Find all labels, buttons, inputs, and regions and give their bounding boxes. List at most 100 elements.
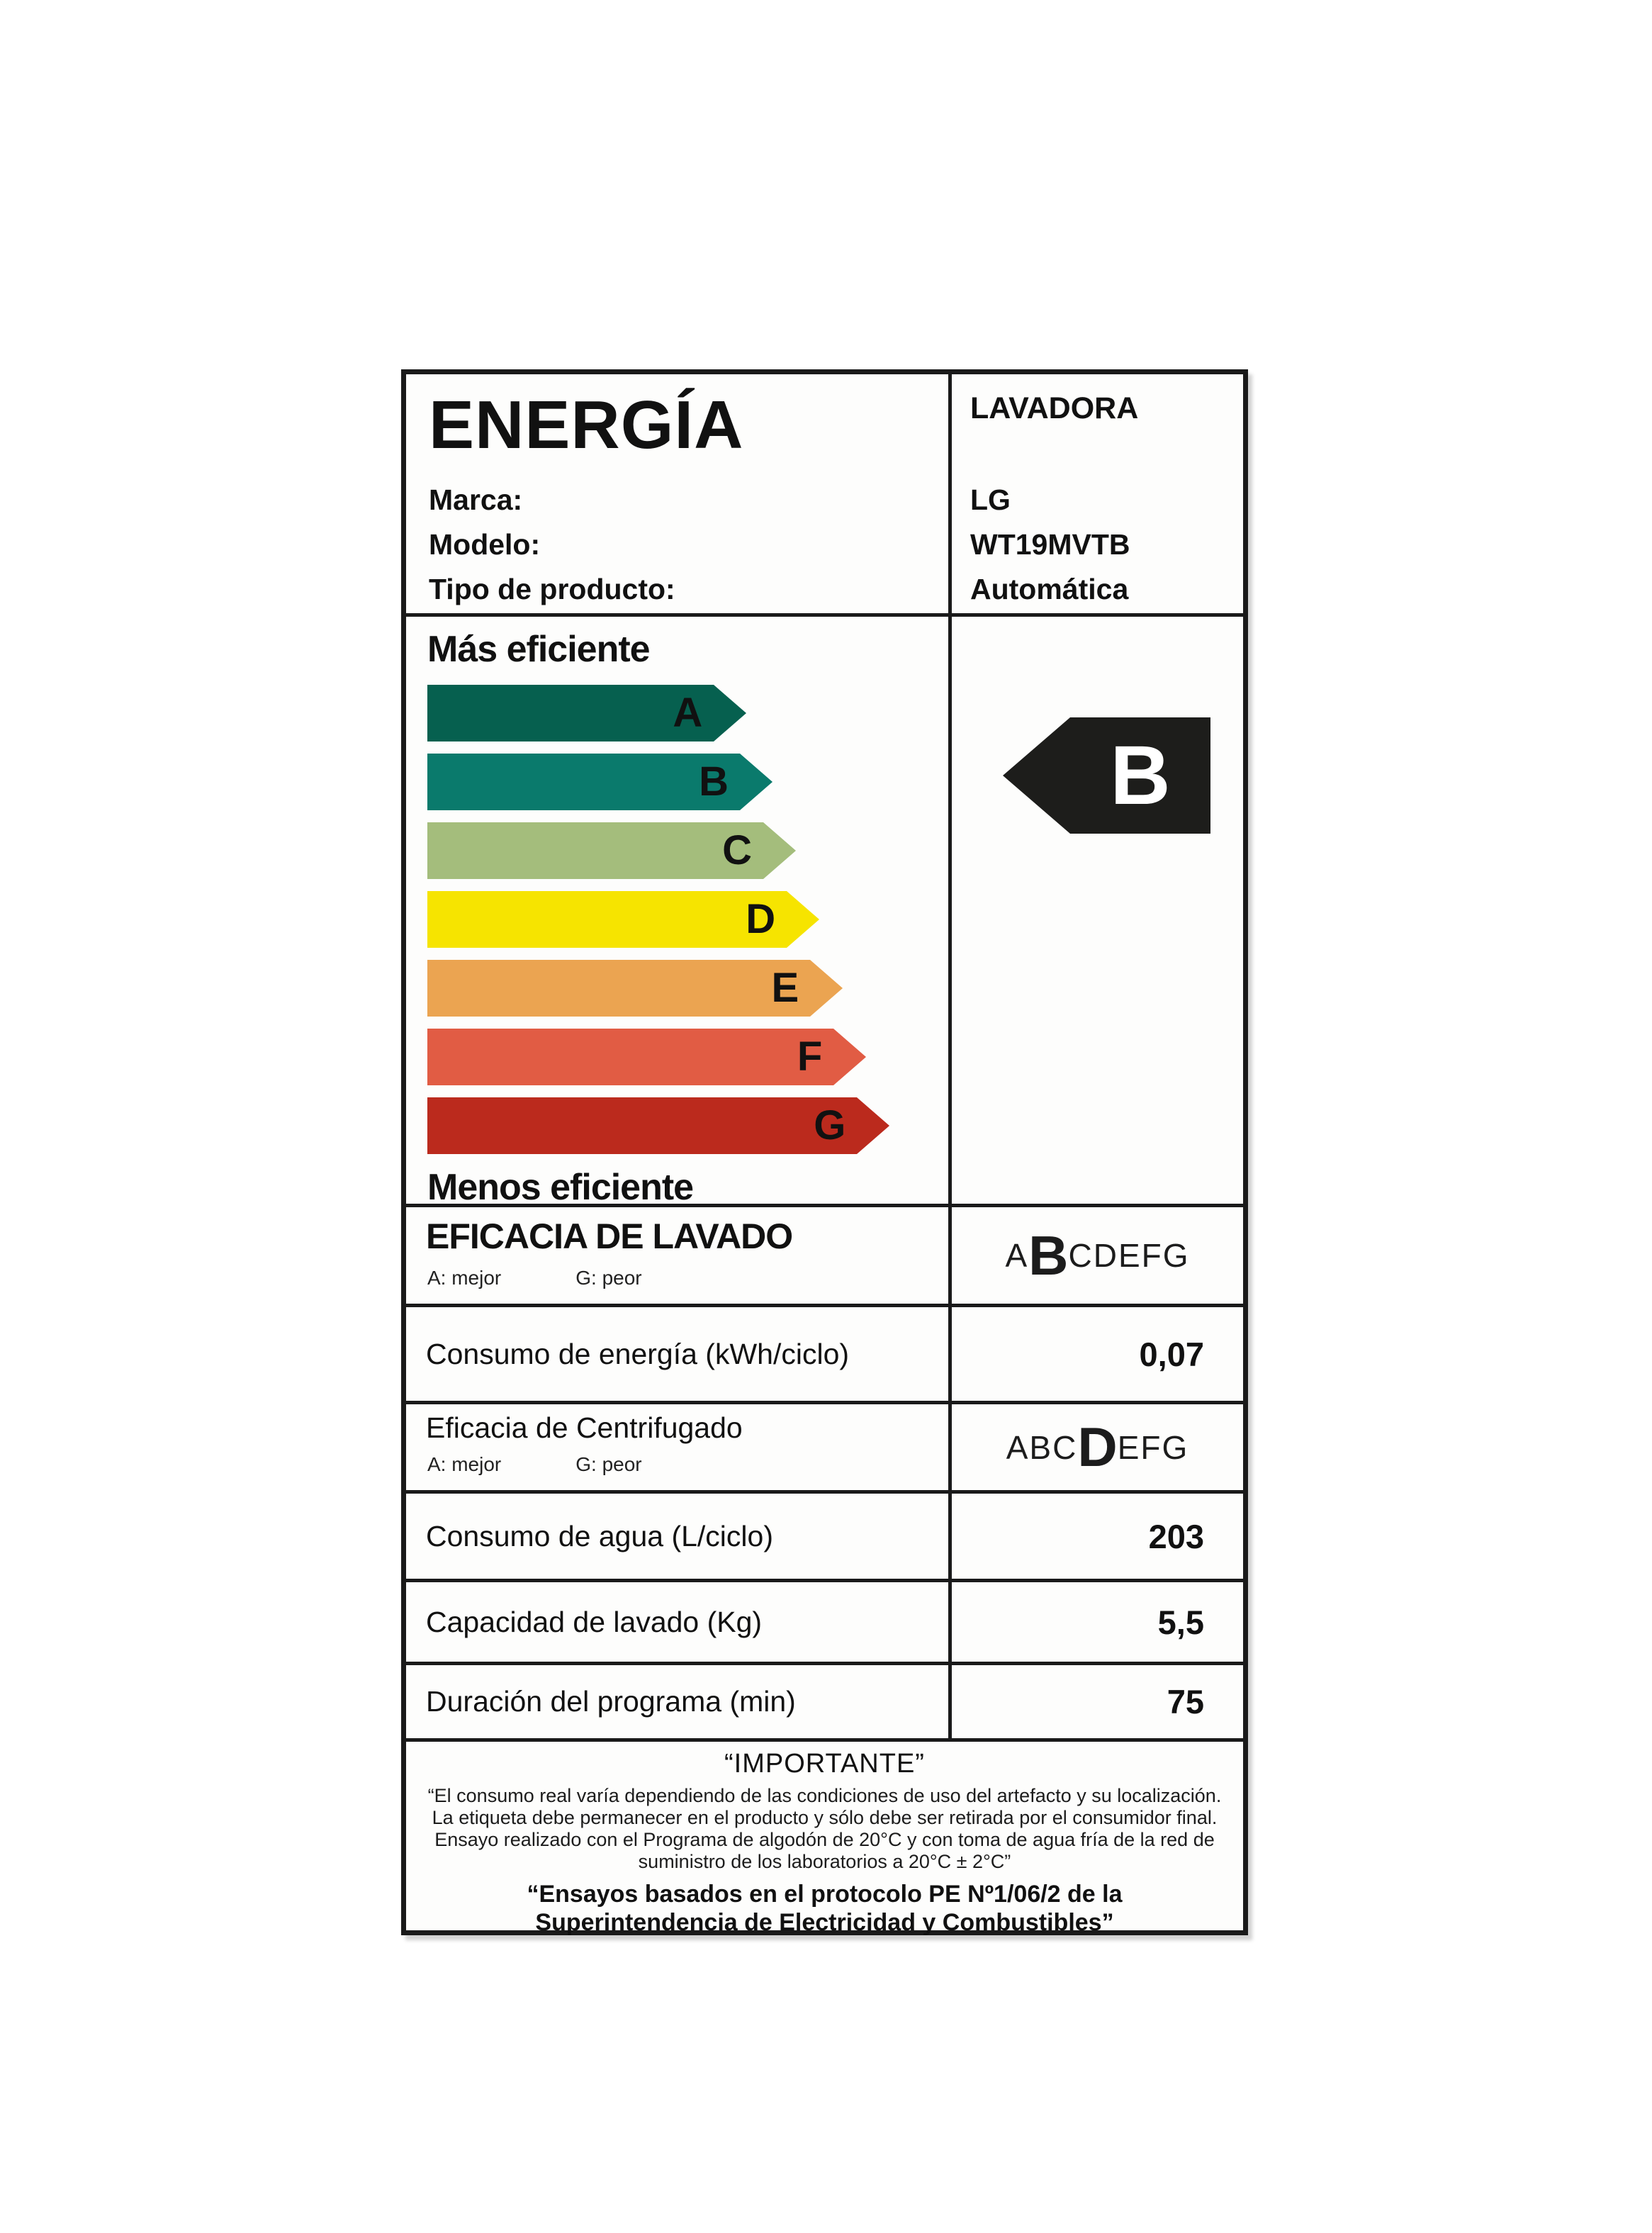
notice-line: La etiqueta debe permanecer en el produc… (432, 1807, 1218, 1828)
notice-line: Ensayo realizado con el Programa de algo… (434, 1829, 1215, 1850)
rating-arrow-box: B (1070, 717, 1210, 834)
header-right-column: LAVADORA LG WT19MVTB Automática (952, 374, 1243, 613)
arrow-body: A (427, 685, 714, 741)
scale-letter-c: C (1068, 1237, 1094, 1274)
arrow-body: E (427, 960, 811, 1017)
row-washing-efficiency-label: EFICACIA DE LAVADO A: mejor G: peor (406, 1207, 952, 1304)
header-field-values: LG WT19MVTB Automática (970, 478, 1243, 612)
arrow-body: D (427, 891, 787, 948)
numeric-value: 203 (1148, 1517, 1204, 1555)
arrow-tip (810, 960, 843, 1017)
less-efficient-caption: Menos eficiente (427, 1167, 694, 1208)
efficiency-arrow-c: C (427, 822, 948, 879)
row-water-consumption-value: 203 (952, 1494, 1243, 1579)
notice-line: suministro de los laboratorios a 20°C ± … (638, 1851, 1011, 1872)
label-title: ENERGÍA (429, 387, 744, 463)
scale-right-column: B (952, 617, 1243, 1204)
row-title: Capacidad de lavado (Kg) (426, 1605, 763, 1638)
numeric-value: 5,5 (1157, 1603, 1204, 1641)
arrow-tip (714, 685, 747, 741)
scale-letter-c: C (1052, 1428, 1078, 1466)
header-field-value: Automática (970, 573, 1129, 605)
product-category: LAVADORA (970, 391, 1139, 425)
scale-letter-f: F (1141, 1237, 1163, 1274)
arrow-body: F (427, 1029, 834, 1085)
rating-arrow: B (1003, 717, 1210, 834)
rating-letter: B (1110, 729, 1171, 822)
row-wash-capacity-label: Capacidad de lavado (Kg) (406, 1582, 952, 1662)
header-field-labels: Marca: Modelo: Tipo de producto: (429, 478, 948, 612)
legend-worst: G: peor (575, 1453, 642, 1475)
scale-letter-d: D (1077, 1416, 1118, 1478)
header-field-label: Marca: (429, 483, 523, 516)
arrow-class-letter: B (699, 759, 729, 805)
arrow-body: B (427, 754, 740, 810)
arrow-tip (857, 1097, 890, 1154)
row-legend: A: mejor G: peor (406, 1453, 948, 1476)
row-water-consumption: Consumo de agua (L/ciclo) 203 (406, 1494, 1243, 1582)
more-efficient-caption: Más eficiente (427, 629, 651, 670)
label-header: ENERGÍA Marca: Modelo: Tipo de producto: L… (406, 374, 1243, 617)
row-energy-consumption-value: 0,07 (952, 1307, 1243, 1401)
header-field-label: Tipo de producto: (429, 573, 675, 605)
protocol-statement: “Ensayos basados en el protocolo PE Nº1/… (527, 1881, 1123, 1936)
notice-line: “El consumo real varía dependiendo de la… (427, 1785, 1222, 1806)
row-water-consumption-label: Consumo de agua (L/ciclo) (406, 1494, 952, 1579)
row-program-duration-label: Duración del programa (min) (406, 1665, 952, 1738)
row-wash-capacity: Capacidad de lavado (Kg) 5,5 (406, 1582, 1243, 1665)
row-energy-consumption-label: Consumo de energía (kWh/ciclo) (406, 1307, 952, 1401)
efficiency-arrow-g: G (427, 1097, 948, 1154)
row-wash-capacity-value: 5,5 (952, 1582, 1243, 1662)
arrow-tip (763, 822, 797, 879)
scale-letter-g: G (1162, 1237, 1190, 1274)
notice-body: “El consumo real varía dependiendo de la… (406, 1785, 1243, 1873)
efficiency-arrow-b: B (427, 754, 948, 810)
arrow-class-letter: G (814, 1102, 846, 1148)
header-left-column: ENERGÍA Marca: Modelo: Tipo de producto: (406, 374, 952, 613)
arrow-class-letter: A (673, 690, 703, 736)
numeric-value: 75 (1167, 1683, 1204, 1720)
scale-letter-g: G (1162, 1428, 1189, 1466)
arrow-class-letter: D (746, 896, 776, 942)
header-field-value: WT19MVTB (970, 528, 1130, 561)
row-spin-efficiency: Eficacia de Centrifugado A: mejor G: peor… (406, 1404, 1243, 1494)
efficiency-arrow-a: A (427, 685, 948, 741)
scale-letter-e: E (1117, 1428, 1141, 1466)
scale-letter-a: A (1006, 1428, 1030, 1466)
arrow-tip (787, 891, 820, 948)
legend-best: A: mejor (427, 1267, 502, 1289)
scale-letter-e: E (1118, 1237, 1142, 1274)
row-spin-efficiency-label: Eficacia de Centrifugado A: mejor G: peor (406, 1404, 952, 1490)
legend-best: A: mejor (427, 1453, 502, 1475)
scale-letter-a: A (1005, 1237, 1029, 1274)
row-energy-consumption: Consumo de energía (kWh/ciclo) 0,07 (406, 1307, 1243, 1404)
arrow-body: C (427, 822, 764, 879)
scale-letter-f: F (1140, 1428, 1162, 1466)
row-title: EFICACIA DE LAVADO (426, 1216, 793, 1256)
arrow-tip (833, 1029, 867, 1085)
arrow-class-letter: C (722, 827, 753, 873)
row-title: Duración del programa (min) (426, 1685, 796, 1718)
row-program-duration: Duración del programa (min) 75 (406, 1665, 1243, 1742)
header-field-label: Modelo: (429, 528, 541, 561)
scale-letter-b: B (1028, 1224, 1069, 1287)
row-legend: A: mejor G: peor (406, 1267, 948, 1289)
row-program-duration-value: 75 (952, 1665, 1243, 1738)
scale-letter-b: B (1029, 1428, 1053, 1466)
efficiency-arrow-f: F (427, 1029, 948, 1085)
row-title: Consumo de energía (kWh/ciclo) (426, 1337, 850, 1370)
arrow-class-letter: F (797, 1034, 823, 1080)
header-field-value: LG (970, 483, 1011, 516)
arrow-body: G (427, 1097, 858, 1154)
rating-arrow-tip (1003, 717, 1070, 834)
arrow-tip (740, 754, 772, 810)
energy-label: ENERGÍA Marca: Modelo: Tipo de producto: L… (401, 369, 1248, 1936)
important-notice: “IMPORTANTE” “El consumo real varía depe… (406, 1742, 1243, 1936)
notice-title: “IMPORTANTE” (724, 1749, 925, 1779)
